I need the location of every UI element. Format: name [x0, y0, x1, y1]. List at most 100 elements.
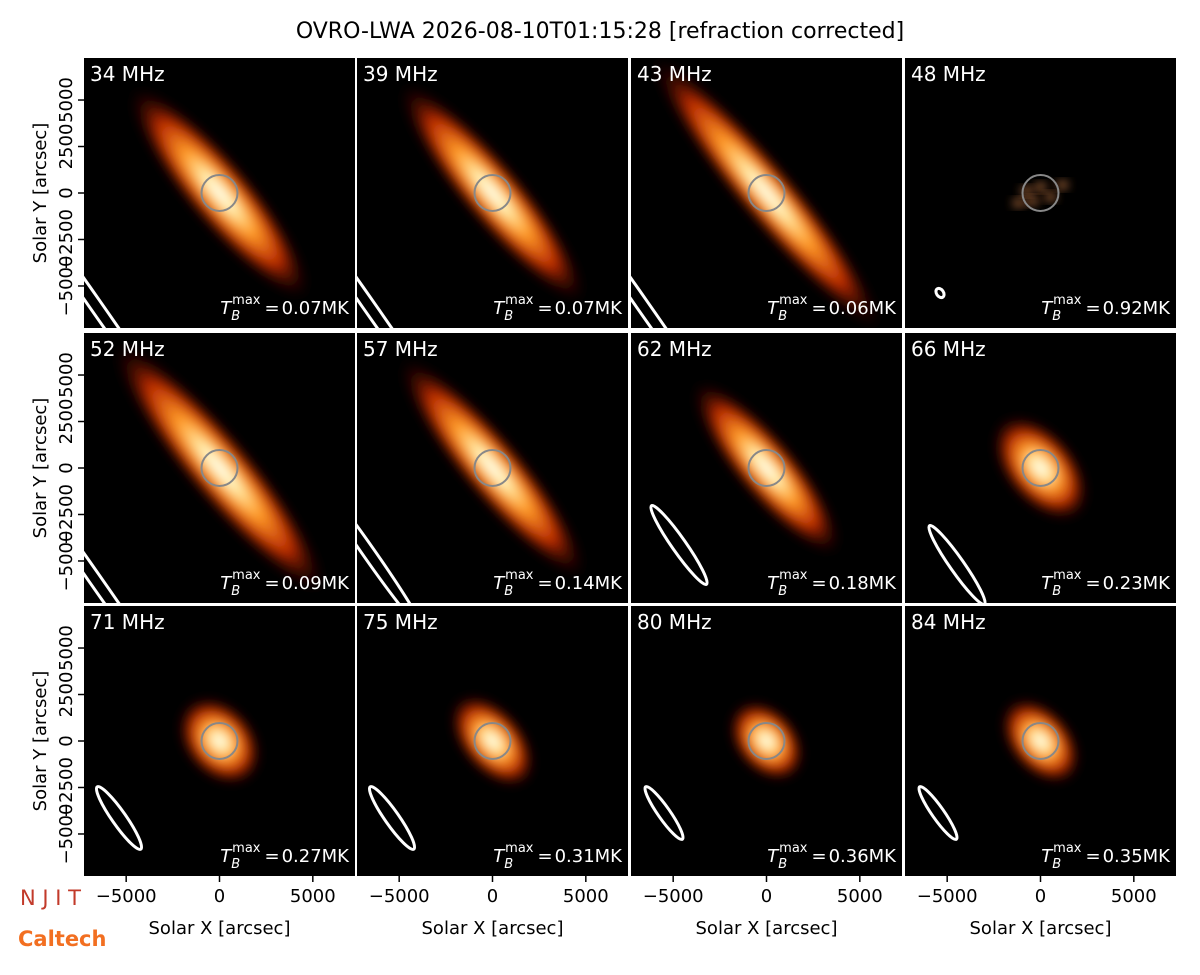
x-tick-label: 0 — [1035, 886, 1046, 907]
beam — [649, 503, 709, 587]
x-tick-label: −5000 — [369, 886, 430, 907]
beam — [643, 785, 685, 841]
x-tick-label: 5000 — [563, 886, 609, 907]
solar-disk — [747, 722, 786, 760]
tb-eq: = — [537, 298, 552, 319]
emission — [692, 381, 841, 555]
tb-eq: = — [811, 573, 826, 594]
tb-label: TBmax = 0.35MK — [1041, 841, 1171, 872]
tb-eq: = — [1085, 298, 1100, 319]
x-tick-label: 0 — [214, 886, 225, 907]
panel — [84, 333, 355, 603]
y-axis-label: Solar Y [arcsec] — [30, 671, 51, 812]
tb-value: 0.09MK — [282, 573, 351, 594]
tb-sup: max — [505, 841, 534, 856]
emission — [1011, 199, 1026, 207]
panel-label: 71 MHz — [90, 610, 165, 634]
tb-label: TBmax = 0.09MK — [220, 568, 350, 599]
tb-eq: = — [264, 298, 279, 319]
tb-sup: max — [779, 841, 808, 856]
beam — [934, 286, 946, 300]
emission — [399, 359, 586, 577]
logo-njit: N J I T — [20, 886, 81, 910]
tb-eq: = — [811, 846, 826, 867]
solar-disk — [1021, 722, 1060, 760]
x-tick-label: 5000 — [837, 886, 883, 907]
panel — [631, 58, 902, 328]
tb-sub: B — [231, 309, 240, 324]
tb-symbol: T — [1041, 846, 1054, 867]
tb-eq: = — [1085, 846, 1100, 867]
tb-label: TBmax = 0.31MK — [493, 841, 623, 872]
tb-sup: max — [1053, 841, 1082, 856]
panel-label: 84 MHz — [911, 610, 986, 634]
tb-value: 0.27MK — [282, 846, 351, 867]
beam — [357, 473, 426, 603]
y-tick-label: 5000 — [56, 352, 77, 398]
x-tick-label: 5000 — [290, 886, 336, 907]
tb-sup: max — [232, 568, 261, 583]
emission — [1033, 183, 1048, 191]
x-tick-label: 0 — [761, 886, 772, 907]
tb-sup: max — [1053, 568, 1082, 583]
x-axis-label: Solar X [arcsec] — [970, 918, 1112, 939]
tb-symbol: T — [1041, 573, 1054, 594]
tb-label: TBmax = 0.27MK — [220, 841, 350, 872]
tb-sub: B — [1052, 857, 1061, 872]
x-axis-label: Solar X [arcsec] — [696, 918, 838, 939]
y-tick-label: −2500 — [56, 757, 77, 818]
tb-value: 0.36MK — [829, 846, 898, 867]
y-tick-label: 0 — [56, 187, 77, 198]
panel — [631, 606, 902, 876]
y-tick-label: 5000 — [56, 77, 77, 123]
tb-label: TBmax = 0.07MK — [493, 293, 623, 324]
panel — [84, 606, 355, 876]
solar-disk — [473, 449, 512, 487]
tb-eq: = — [264, 846, 279, 867]
tb-sub: B — [1052, 309, 1061, 324]
panel-label: 48 MHz — [911, 62, 986, 86]
solar-disk — [747, 174, 786, 212]
x-tick-label: 5000 — [1111, 886, 1157, 907]
y-tick-label: 0 — [56, 735, 77, 746]
tb-symbol: T — [493, 298, 506, 319]
y-tick-label: −5000 — [56, 804, 77, 865]
tb-sup: max — [232, 841, 261, 856]
tb-sub: B — [778, 857, 787, 872]
emission — [1043, 193, 1058, 201]
tb-value: 0.35MK — [1103, 846, 1172, 867]
solar-disk — [1021, 449, 1060, 487]
tb-label: TBmax = 0.92MK — [1041, 293, 1171, 324]
x-axis-label: Solar X [arcsec] — [149, 918, 291, 939]
emission — [992, 415, 1089, 521]
x-tick-label: −5000 — [643, 886, 704, 907]
y-tick-label: −5000 — [56, 531, 77, 592]
y-tick-label: −2500 — [56, 484, 77, 545]
panel — [357, 606, 628, 876]
solar-disk — [473, 174, 512, 212]
emission — [728, 700, 805, 782]
x-tick-label: −5000 — [917, 886, 978, 907]
tb-symbol: T — [220, 846, 233, 867]
emission — [129, 87, 310, 299]
panel-label: 34 MHz — [90, 62, 165, 86]
tb-symbol: T — [1041, 298, 1054, 319]
tb-symbol: T — [220, 573, 233, 594]
tb-sub: B — [504, 584, 513, 599]
tb-value: 0.07MK — [282, 298, 351, 319]
tb-sub: B — [504, 309, 513, 324]
panel — [357, 58, 628, 328]
panel-bg — [905, 58, 1176, 328]
tb-eq: = — [537, 846, 552, 867]
tb-sup: max — [232, 293, 261, 308]
emission — [1025, 197, 1040, 205]
emission — [1000, 697, 1081, 785]
tb-value: 0.18MK — [829, 573, 898, 594]
solar-disk — [200, 722, 239, 760]
x-axis-label: Solar X [arcsec] — [422, 918, 564, 939]
tb-sup: max — [779, 293, 808, 308]
panel-label: 66 MHz — [911, 337, 986, 361]
panel-label: 62 MHz — [637, 337, 712, 361]
beam — [631, 162, 741, 328]
